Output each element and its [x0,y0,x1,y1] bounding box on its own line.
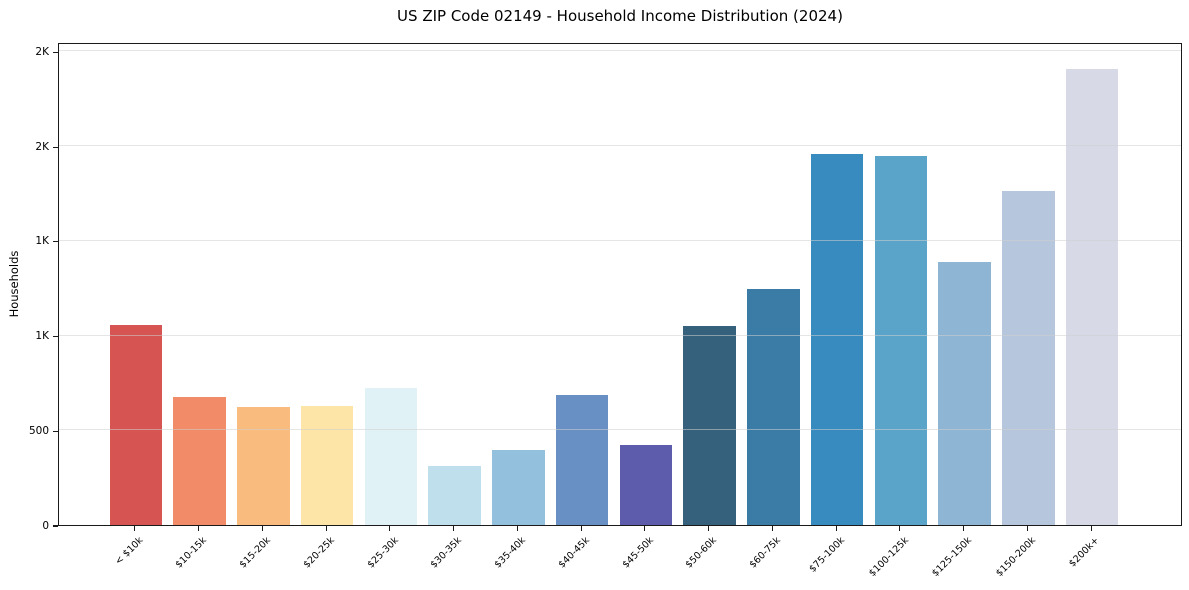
y-tick-label: 1K [35,330,49,343]
y-axis-label: Households [7,250,21,318]
x-tick-mark [1090,526,1092,531]
x-tick-label: $20-25k [301,535,337,571]
bar-40-45k [555,395,609,525]
x-tick-label: < $10k [113,535,146,568]
bar-60-75k [747,288,800,525]
plot-area [58,43,1182,526]
chart-title: US ZIP Code 02149 - Household Income Dis… [397,7,843,25]
bar-15-20k [237,407,290,525]
bar-75-100k [810,153,864,525]
bar-35-40k [492,449,545,525]
x-tick-label: $200k+ [1067,535,1102,570]
x-tick-mark [134,526,136,531]
bar-30-35k [428,466,481,525]
bar-200k+ [1065,68,1119,525]
x-tick-mark [899,526,901,531]
x-tick-mark [771,526,773,531]
x-tick-mark [963,526,965,531]
x-tick-label: $45-50k [620,535,656,571]
y-tick-label: 2K [35,140,49,153]
y-tick-mark [53,51,58,54]
y-tick-mark [53,241,58,243]
x-tick-label: $25-30k [365,535,401,571]
bar-150-200k [1002,190,1055,525]
bar-10k [109,325,162,525]
y-tick-label: 1K [35,235,49,248]
y-tick-label: 0 [42,519,49,532]
x-tick-label: $15-20k [237,535,274,571]
y-tick-label: 500 [28,424,49,437]
bar-45-50k [619,444,672,525]
bars-container [59,44,1181,525]
x-tick-mark [453,526,455,531]
x-tick-label: $125-150k [930,535,975,580]
x-tick-label: $60-75k [747,535,784,571]
y-tick-mark [53,335,58,338]
x-tick-mark [835,526,837,531]
x-tick-mark [580,526,582,531]
x-tick-label: $30-35k [428,535,465,571]
bar-25-30k [364,387,417,525]
x-tick-mark [325,526,327,531]
bar-10-15k [173,396,226,525]
y-tick-mark [53,525,58,527]
y-tick-label: 2K [35,45,49,58]
x-tick-label: $35-40k [492,535,529,571]
x-tick-mark [708,526,710,531]
y-tick-mark [53,146,58,148]
bar-100-125k [874,156,927,525]
x-tick-label: $50-60k [683,535,720,571]
x-tick-mark [516,526,518,531]
x-tick-mark [1026,526,1028,531]
y-tick-mark [53,430,58,432]
x-tick-label: $100-125k [866,535,911,580]
x-tick-label: $75-100k [807,535,847,575]
bar-50-60k [683,325,736,525]
x-tick-mark [644,526,646,531]
x-tick-label: $10-15k [173,535,210,571]
bar-125-150k [938,262,991,525]
bar-20-25k [300,406,354,525]
x-tick-label: $40-45k [556,535,592,571]
x-tick-label: $150-200k [994,535,1039,580]
x-tick-mark [261,526,263,531]
x-tick-mark [389,526,391,531]
x-tick-mark [198,526,200,531]
